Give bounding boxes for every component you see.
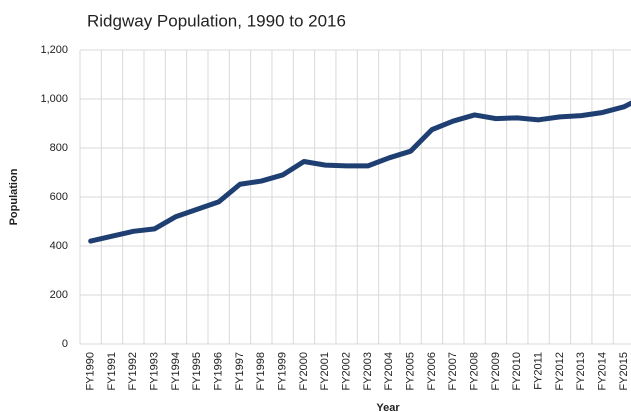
chart-title: Ridgway Population, 1990 to 2016 [87,11,346,30]
x-tick-label: FY2003 [362,352,374,391]
x-tick-label: FY2004 [383,352,395,391]
x-tick-label: FY2013 [575,352,587,391]
x-tick-label: FY2008 [469,352,481,391]
x-tick-label: FY2000 [298,352,310,391]
x-tick-label: FY1993 [149,352,161,391]
x-tick-label: FY1990 [85,352,97,391]
y-tick-label: 0 [62,338,68,350]
y-axis-label: Population [8,168,20,225]
x-tick-label: FY2002 [341,352,353,391]
data-line [88,100,631,244]
y-tick-label: 1,000 [40,93,68,105]
x-tick-label: FY2009 [490,352,502,391]
x-tick-label: FY2011 [533,352,545,390]
y-tick-label: 600 [50,191,68,203]
x-tick-label: FY1999 [277,352,289,391]
x-tick-label: FY1997 [234,352,246,391]
y-tick-label: 800 [50,142,68,154]
x-tick-label: FY1996 [213,352,225,391]
x-tick-label: FY1994 [170,352,182,391]
x-tick-label: FY1992 [127,352,139,391]
x-tick-label: FY2006 [426,352,438,391]
x-axis-label: Year [376,402,400,412]
y-tick-label: 200 [50,289,68,301]
x-tick-label: FY2012 [554,352,566,391]
x-tick-label: FY1991 [106,352,118,391]
x-tick-label: FY2005 [405,352,417,391]
y-tick-label: 1,200 [40,44,68,56]
x-tick-label: FY1995 [191,352,203,391]
x-tick-label: FY2001 [319,352,331,391]
x-tick-label: FY1998 [255,352,267,391]
x-tick-label: FY2014 [596,352,608,391]
y-tick-label: 400 [50,240,68,252]
x-tick-label: FY2010 [511,352,523,391]
x-tick-label: FY2015 [618,352,630,391]
x-tick-label: FY2007 [447,352,459,391]
